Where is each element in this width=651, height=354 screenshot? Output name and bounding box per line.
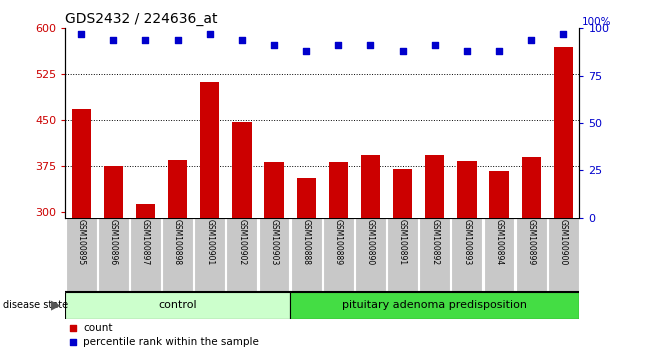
Bar <box>329 161 348 218</box>
Text: GSM100893: GSM100893 <box>462 219 471 266</box>
Bar <box>130 218 161 291</box>
Bar <box>387 218 418 291</box>
Point <box>462 48 472 54</box>
Bar <box>258 218 290 291</box>
Point <box>108 37 118 42</box>
Bar <box>297 178 316 218</box>
Bar <box>451 218 482 291</box>
Text: GSM100902: GSM100902 <box>238 219 246 266</box>
Point <box>365 42 376 48</box>
Bar <box>323 218 353 291</box>
Point <box>173 37 183 42</box>
Text: GSM100888: GSM100888 <box>301 219 311 265</box>
Bar <box>136 204 155 218</box>
Point <box>333 42 344 48</box>
Text: 100%: 100% <box>582 17 612 27</box>
Text: GSM100892: GSM100892 <box>430 219 439 265</box>
Bar <box>553 47 573 218</box>
Bar <box>227 218 257 291</box>
Text: GSM100890: GSM100890 <box>366 219 375 266</box>
Point <box>430 42 440 48</box>
Bar <box>162 218 193 291</box>
Point <box>301 48 311 54</box>
Text: GSM100891: GSM100891 <box>398 219 407 265</box>
Point <box>76 31 87 37</box>
Text: GSM100897: GSM100897 <box>141 219 150 266</box>
Point <box>526 37 536 42</box>
Point <box>204 31 215 37</box>
Text: GSM100901: GSM100901 <box>205 219 214 266</box>
Bar <box>393 169 412 218</box>
Text: GSM100894: GSM100894 <box>495 219 503 266</box>
Bar <box>419 218 450 291</box>
Bar <box>484 218 514 291</box>
Text: GSM100896: GSM100896 <box>109 219 118 266</box>
Bar <box>194 218 225 291</box>
Bar <box>98 218 129 291</box>
Bar <box>521 156 541 218</box>
Bar <box>200 82 219 218</box>
Point <box>68 325 78 330</box>
Point <box>269 42 279 48</box>
Bar <box>72 109 91 218</box>
Bar <box>457 161 477 218</box>
Text: disease state: disease state <box>3 300 68 310</box>
Bar <box>65 292 290 319</box>
Bar <box>355 218 386 291</box>
Point <box>68 340 78 346</box>
Text: count: count <box>83 322 113 332</box>
Bar <box>66 218 96 291</box>
Text: GSM100899: GSM100899 <box>527 219 536 266</box>
Bar <box>548 218 579 291</box>
Bar <box>361 155 380 218</box>
Text: GSM100903: GSM100903 <box>270 219 279 266</box>
Text: pituitary adenoma predisposition: pituitary adenoma predisposition <box>342 300 527 310</box>
Bar <box>104 166 123 218</box>
Bar <box>291 218 322 291</box>
Bar <box>290 292 579 319</box>
Text: percentile rank within the sample: percentile rank within the sample <box>83 337 259 348</box>
Point <box>237 37 247 42</box>
Text: GSM100895: GSM100895 <box>77 219 86 266</box>
Bar <box>425 155 445 218</box>
Text: control: control <box>158 300 197 310</box>
Point <box>558 31 568 37</box>
Text: GDS2432 / 224636_at: GDS2432 / 224636_at <box>65 12 217 26</box>
Text: ▶: ▶ <box>51 299 60 312</box>
Text: GSM100900: GSM100900 <box>559 219 568 266</box>
Bar <box>168 160 187 218</box>
Bar <box>264 161 284 218</box>
Text: GSM100898: GSM100898 <box>173 219 182 265</box>
Point <box>140 37 150 42</box>
Point <box>494 48 505 54</box>
Bar <box>516 218 547 291</box>
Text: GSM100889: GSM100889 <box>334 219 343 265</box>
Point <box>397 48 408 54</box>
Bar <box>490 171 508 218</box>
Bar <box>232 122 251 218</box>
